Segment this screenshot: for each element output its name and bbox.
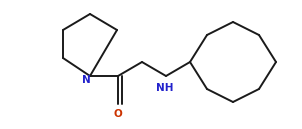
Text: N: N [82, 75, 90, 85]
Text: O: O [114, 109, 122, 119]
Text: NH: NH [156, 83, 174, 93]
